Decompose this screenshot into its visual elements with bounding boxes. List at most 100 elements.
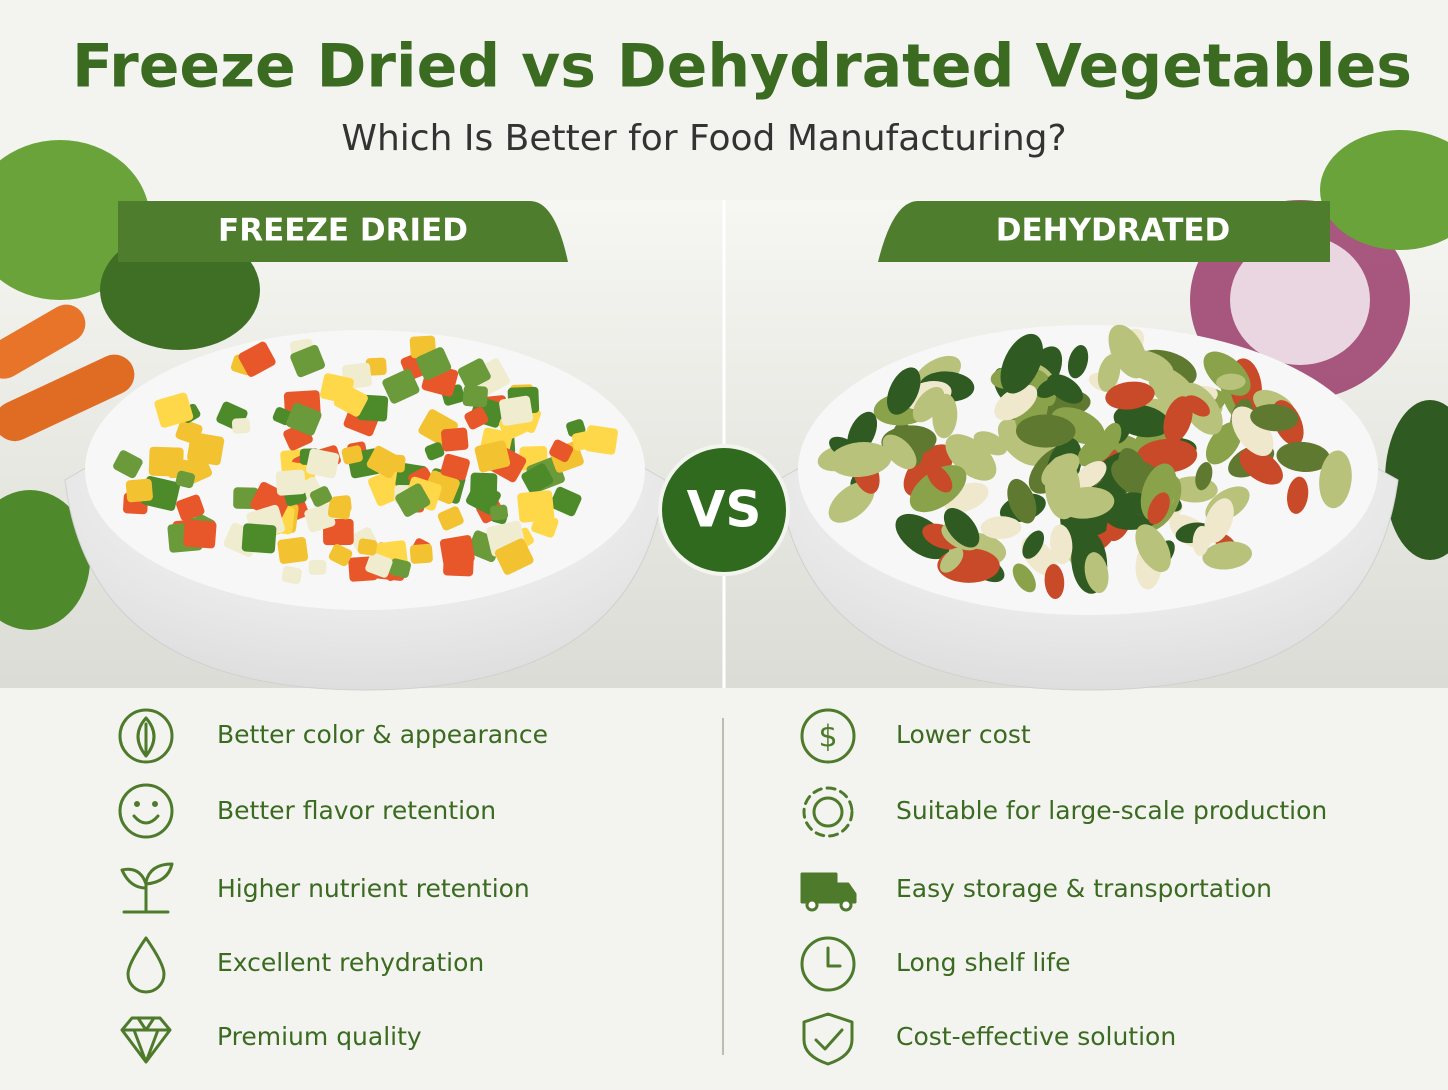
food-piece	[932, 393, 958, 439]
food-piece	[1231, 406, 1274, 456]
food-piece	[1250, 404, 1299, 432]
food-piece	[1276, 441, 1331, 472]
food-piece	[231, 417, 251, 434]
food-piece	[1184, 395, 1210, 417]
food-piece	[980, 516, 1022, 539]
benefit: Easy storage & transportation	[896, 874, 1272, 903]
food-piece	[1113, 404, 1170, 438]
right-icons	[800, 708, 857, 1066]
food-piece	[1287, 476, 1309, 514]
food-piece	[309, 486, 333, 507]
food-piece	[1136, 438, 1198, 473]
benefit: Lower cost	[896, 720, 1031, 749]
tab-left-label: FREEZE DRIED	[218, 213, 468, 249]
food-piece	[366, 445, 401, 479]
food-piece	[462, 385, 488, 408]
food-piece	[275, 469, 306, 496]
benefit: Cost-effective solution	[896, 1022, 1176, 1051]
food-piece	[973, 431, 1008, 456]
benefit: Long shelf life	[896, 948, 1070, 977]
bowl-freeze-dried	[64, 330, 666, 691]
bowl-dehydrated	[777, 324, 1399, 691]
left-icons	[118, 708, 174, 1064]
tab-right-label: DEHYDRATED	[996, 213, 1231, 249]
food-piece	[286, 402, 322, 436]
food-piece	[997, 419, 1046, 466]
food-piece	[887, 367, 921, 415]
food-piece	[1202, 541, 1252, 570]
food-piece	[1105, 381, 1155, 410]
food-piece	[1163, 396, 1193, 443]
food-piece	[549, 486, 582, 517]
food-piece	[341, 445, 363, 465]
food-piece	[327, 498, 352, 520]
food-piece	[584, 425, 618, 455]
food-piece	[828, 481, 875, 523]
food-piece	[328, 544, 353, 567]
food-piece	[1022, 530, 1045, 559]
food-piece	[1319, 450, 1352, 509]
food-piece	[1007, 478, 1037, 524]
food-piece	[1195, 462, 1213, 491]
food-piece	[494, 538, 534, 575]
food-piece	[238, 341, 276, 377]
food-piece	[829, 442, 892, 478]
food-piece	[1044, 563, 1065, 600]
food-piece	[499, 395, 533, 426]
food-piece	[531, 512, 559, 538]
food-piece	[1012, 563, 1036, 593]
food-piece	[1147, 492, 1170, 525]
food-piece	[281, 566, 302, 585]
food-piece	[1099, 422, 1122, 455]
food-piece	[175, 419, 203, 445]
food-piece	[183, 519, 217, 549]
food-piece	[1067, 345, 1089, 379]
food-piece	[365, 357, 387, 376]
food-piece	[464, 406, 489, 430]
food-piece	[395, 483, 431, 517]
benefit: Better color & appearance	[217, 720, 548, 749]
food-piece	[424, 442, 445, 461]
food-piece	[241, 523, 277, 554]
food-piece	[440, 453, 470, 481]
food-piece	[1050, 524, 1073, 565]
food-piece	[154, 392, 194, 428]
food-piece	[1124, 350, 1174, 383]
food-piece	[940, 547, 964, 573]
food-piece	[365, 552, 393, 578]
subtitle: Which Is Better for Food Manufacturing?	[341, 118, 1066, 159]
food-piece	[409, 543, 433, 564]
food-piece	[148, 446, 184, 477]
food-piece	[490, 504, 509, 521]
food-piece	[912, 386, 945, 423]
food-piece	[443, 549, 474, 577]
food-piece	[441, 427, 469, 452]
food-piece	[389, 558, 411, 579]
food-piece	[304, 504, 336, 533]
food-piece	[437, 506, 464, 531]
food-piece	[175, 470, 195, 489]
food-piece	[895, 513, 950, 560]
food-piece	[333, 384, 368, 417]
food-piece	[125, 478, 153, 503]
food-piece	[416, 347, 452, 380]
benefit: Excellent rehydration	[217, 948, 484, 977]
vs-badge	[658, 444, 790, 576]
food-piece	[882, 434, 917, 470]
food-piece	[1097, 354, 1121, 392]
benefit: Higher nutrient retention	[217, 874, 530, 903]
food-piece	[549, 439, 574, 463]
food-piece	[1135, 524, 1171, 573]
food-piece	[1192, 525, 1210, 556]
decor-left	[0, 140, 260, 630]
food-piece	[474, 440, 511, 473]
food-piece	[357, 538, 378, 556]
food-piece	[176, 494, 205, 521]
vs-label: VS	[687, 481, 762, 539]
food-piece	[306, 448, 340, 479]
benefit: Premium quality	[217, 1022, 422, 1051]
food-piece	[1216, 373, 1246, 391]
food-piece	[308, 559, 327, 575]
food-piece	[1084, 552, 1109, 594]
